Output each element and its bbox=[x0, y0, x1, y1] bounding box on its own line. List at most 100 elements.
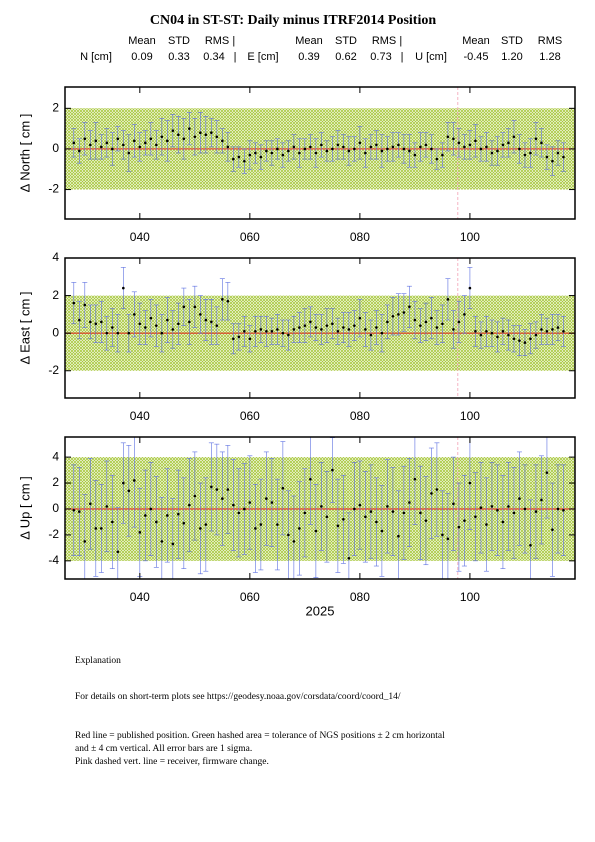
data-point bbox=[105, 331, 109, 335]
data-point bbox=[375, 520, 378, 524]
data-point bbox=[309, 320, 312, 324]
stats-header: STD bbox=[501, 35, 523, 47]
data-point bbox=[413, 477, 417, 481]
stats-value: 1.28 bbox=[539, 51, 560, 63]
data-point bbox=[507, 505, 510, 508]
data-point bbox=[182, 137, 186, 141]
data-point bbox=[72, 508, 76, 512]
data-point bbox=[221, 497, 224, 500]
stats-value: -0.45 bbox=[463, 51, 488, 63]
data-point bbox=[78, 149, 81, 153]
data-point bbox=[540, 328, 543, 331]
data-point bbox=[369, 145, 373, 149]
data-point bbox=[435, 326, 439, 329]
stats-header: Mean bbox=[295, 35, 323, 47]
data-point bbox=[562, 155, 565, 159]
data-point bbox=[468, 143, 472, 147]
data-point bbox=[314, 529, 318, 533]
data-point bbox=[402, 311, 406, 314]
data-point bbox=[138, 531, 142, 534]
data-point bbox=[496, 149, 499, 153]
data-point bbox=[397, 143, 400, 147]
y-tick-label: 4 bbox=[52, 449, 59, 463]
x-tick-label: 040 bbox=[130, 590, 150, 604]
data-point bbox=[545, 155, 549, 159]
stats-value: 0.33 bbox=[168, 51, 189, 63]
data-point bbox=[402, 511, 406, 515]
data-point bbox=[171, 328, 175, 331]
y-tick-label: -2 bbox=[48, 182, 59, 196]
y-tick-label: 4 bbox=[52, 250, 59, 264]
data-point bbox=[155, 520, 158, 524]
data-point bbox=[391, 510, 395, 513]
data-point bbox=[386, 320, 389, 324]
data-point bbox=[94, 322, 98, 326]
data-point bbox=[336, 524, 340, 528]
data-point bbox=[479, 506, 483, 509]
data-point bbox=[468, 481, 472, 485]
y-axis-title: Δ Up [ cm ] bbox=[17, 476, 32, 540]
data-point bbox=[474, 329, 477, 333]
data-point bbox=[193, 135, 197, 139]
data-point bbox=[424, 519, 428, 522]
x-tick-label: 100 bbox=[460, 409, 480, 423]
data-point bbox=[518, 147, 521, 151]
data-point bbox=[485, 523, 488, 526]
data-point bbox=[111, 147, 114, 151]
data-point bbox=[523, 341, 527, 344]
data-point bbox=[303, 511, 307, 515]
data-point bbox=[446, 537, 450, 541]
data-point bbox=[303, 324, 307, 327]
data-point bbox=[89, 502, 92, 506]
data-point bbox=[248, 337, 252, 341]
data-point bbox=[331, 147, 334, 151]
data-point bbox=[298, 326, 301, 329]
data-point bbox=[397, 313, 400, 316]
data-point bbox=[485, 329, 488, 333]
data-point bbox=[243, 507, 246, 511]
data-point bbox=[215, 488, 219, 491]
data-point bbox=[265, 497, 268, 500]
data-point bbox=[281, 486, 285, 490]
data-point bbox=[83, 540, 87, 543]
data-point bbox=[226, 145, 230, 149]
data-point bbox=[292, 328, 296, 331]
data-point bbox=[160, 135, 164, 139]
data-point bbox=[210, 131, 213, 134]
x-tick-label: 060 bbox=[240, 590, 260, 604]
stats-value: 0.62 bbox=[335, 51, 356, 63]
data-point bbox=[149, 137, 153, 141]
data-point bbox=[144, 514, 147, 517]
data-point bbox=[540, 141, 543, 145]
data-point bbox=[122, 481, 125, 485]
data-point bbox=[479, 147, 483, 151]
data-point bbox=[391, 314, 395, 318]
y-tick-label: -2 bbox=[48, 363, 59, 377]
data-point bbox=[100, 527, 103, 530]
chart-title: CN04 in ST-ST: Daily minus ITRF2014 Posi… bbox=[150, 13, 436, 28]
data-point bbox=[463, 519, 466, 522]
data-point bbox=[336, 143, 340, 147]
data-point bbox=[281, 331, 285, 335]
data-point bbox=[276, 328, 279, 331]
data-point bbox=[177, 512, 180, 516]
data-point bbox=[424, 143, 428, 147]
stats-value: 0.39 bbox=[298, 51, 319, 63]
stats-value: 0.34 bbox=[203, 51, 224, 63]
data-point bbox=[419, 324, 422, 327]
stats-value: | bbox=[234, 51, 237, 63]
data-point bbox=[518, 339, 521, 342]
data-point bbox=[193, 305, 197, 309]
data-point bbox=[204, 523, 208, 526]
data-point bbox=[177, 322, 180, 326]
data-point bbox=[551, 159, 554, 163]
data-point bbox=[331, 322, 334, 326]
data-point bbox=[342, 518, 345, 521]
data-point bbox=[501, 329, 505, 333]
data-point bbox=[204, 133, 208, 137]
data-point bbox=[122, 143, 125, 147]
data-point bbox=[287, 533, 290, 537]
data-point bbox=[435, 157, 439, 161]
data-point bbox=[452, 137, 455, 141]
data-point bbox=[353, 147, 356, 151]
